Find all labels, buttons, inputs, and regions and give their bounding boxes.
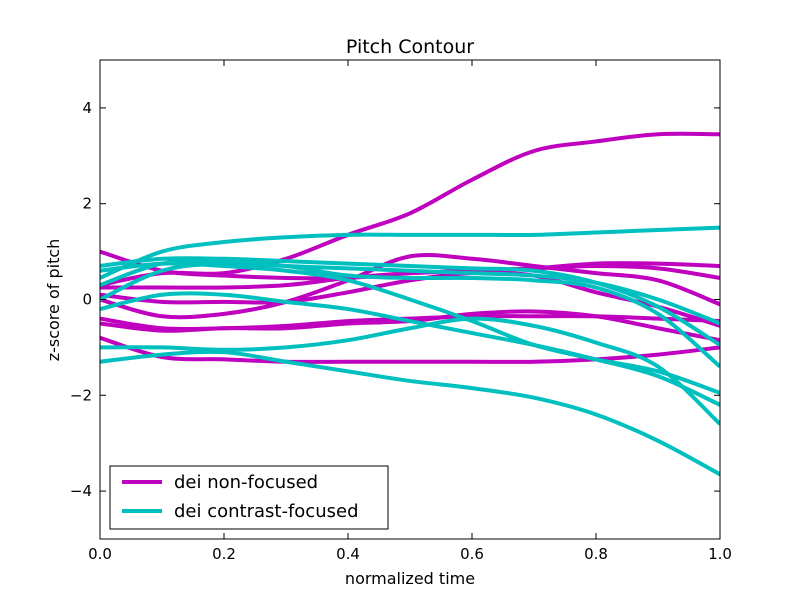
x-tick-label: 0.2 (212, 545, 236, 563)
legend-label-contrast-focused: dei contrast-focused (174, 501, 359, 522)
x-tick-label: 1.0 (708, 545, 732, 563)
series-line-contrast-focused-14 (100, 349, 720, 477)
legend-box (109, 465, 389, 530)
legend: dei non-focused dei contrast-focused (109, 465, 389, 530)
series-line-contrast-focused-13 (100, 291, 720, 407)
x-tick-label: 0.0 (88, 545, 112, 563)
series-line-contrast-focused-11 (100, 258, 720, 369)
chart-title: Pitch Contour (346, 36, 474, 58)
series-line-contrast-focused-8 (100, 225, 720, 280)
series-line-non-focused-7 (100, 270, 720, 328)
series-line-non-focused-3 (100, 253, 720, 320)
y-tick-label: 2 (82, 195, 92, 213)
series-line-non-focused-4 (100, 263, 720, 290)
y-axis-label: z-score of pitch (44, 239, 63, 362)
series-line-contrast-focused-15 (100, 316, 720, 426)
series-line-non-focused-6 (100, 335, 720, 364)
x-tick-label: 0.4 (336, 545, 360, 563)
y-tick-label: 0 (82, 291, 92, 309)
x-axis-label: normalized time (345, 569, 475, 588)
y-tick-label: −2 (70, 386, 92, 404)
y-tick-label: 4 (82, 99, 92, 117)
x-tick-label: 0.8 (584, 545, 608, 563)
legend-label-non-focused: dei non-focused (174, 472, 318, 493)
series-line-contrast-focused-9 (100, 256, 720, 347)
y-tick-label: −4 (70, 482, 92, 500)
ticks-layer: 0.0 0.2 0.4 0.6 0.8 1.0 −4 −2 0 2 4 (70, 60, 732, 563)
series-layer (100, 131, 720, 477)
x-tick-label: 0.6 (460, 545, 484, 563)
